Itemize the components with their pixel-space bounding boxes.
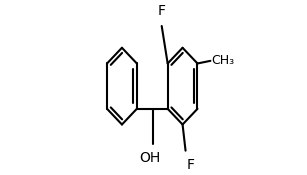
Text: F: F [158, 4, 166, 18]
Text: OH: OH [139, 151, 160, 165]
Text: F: F [186, 158, 194, 172]
Text: CH₃: CH₃ [211, 54, 234, 67]
